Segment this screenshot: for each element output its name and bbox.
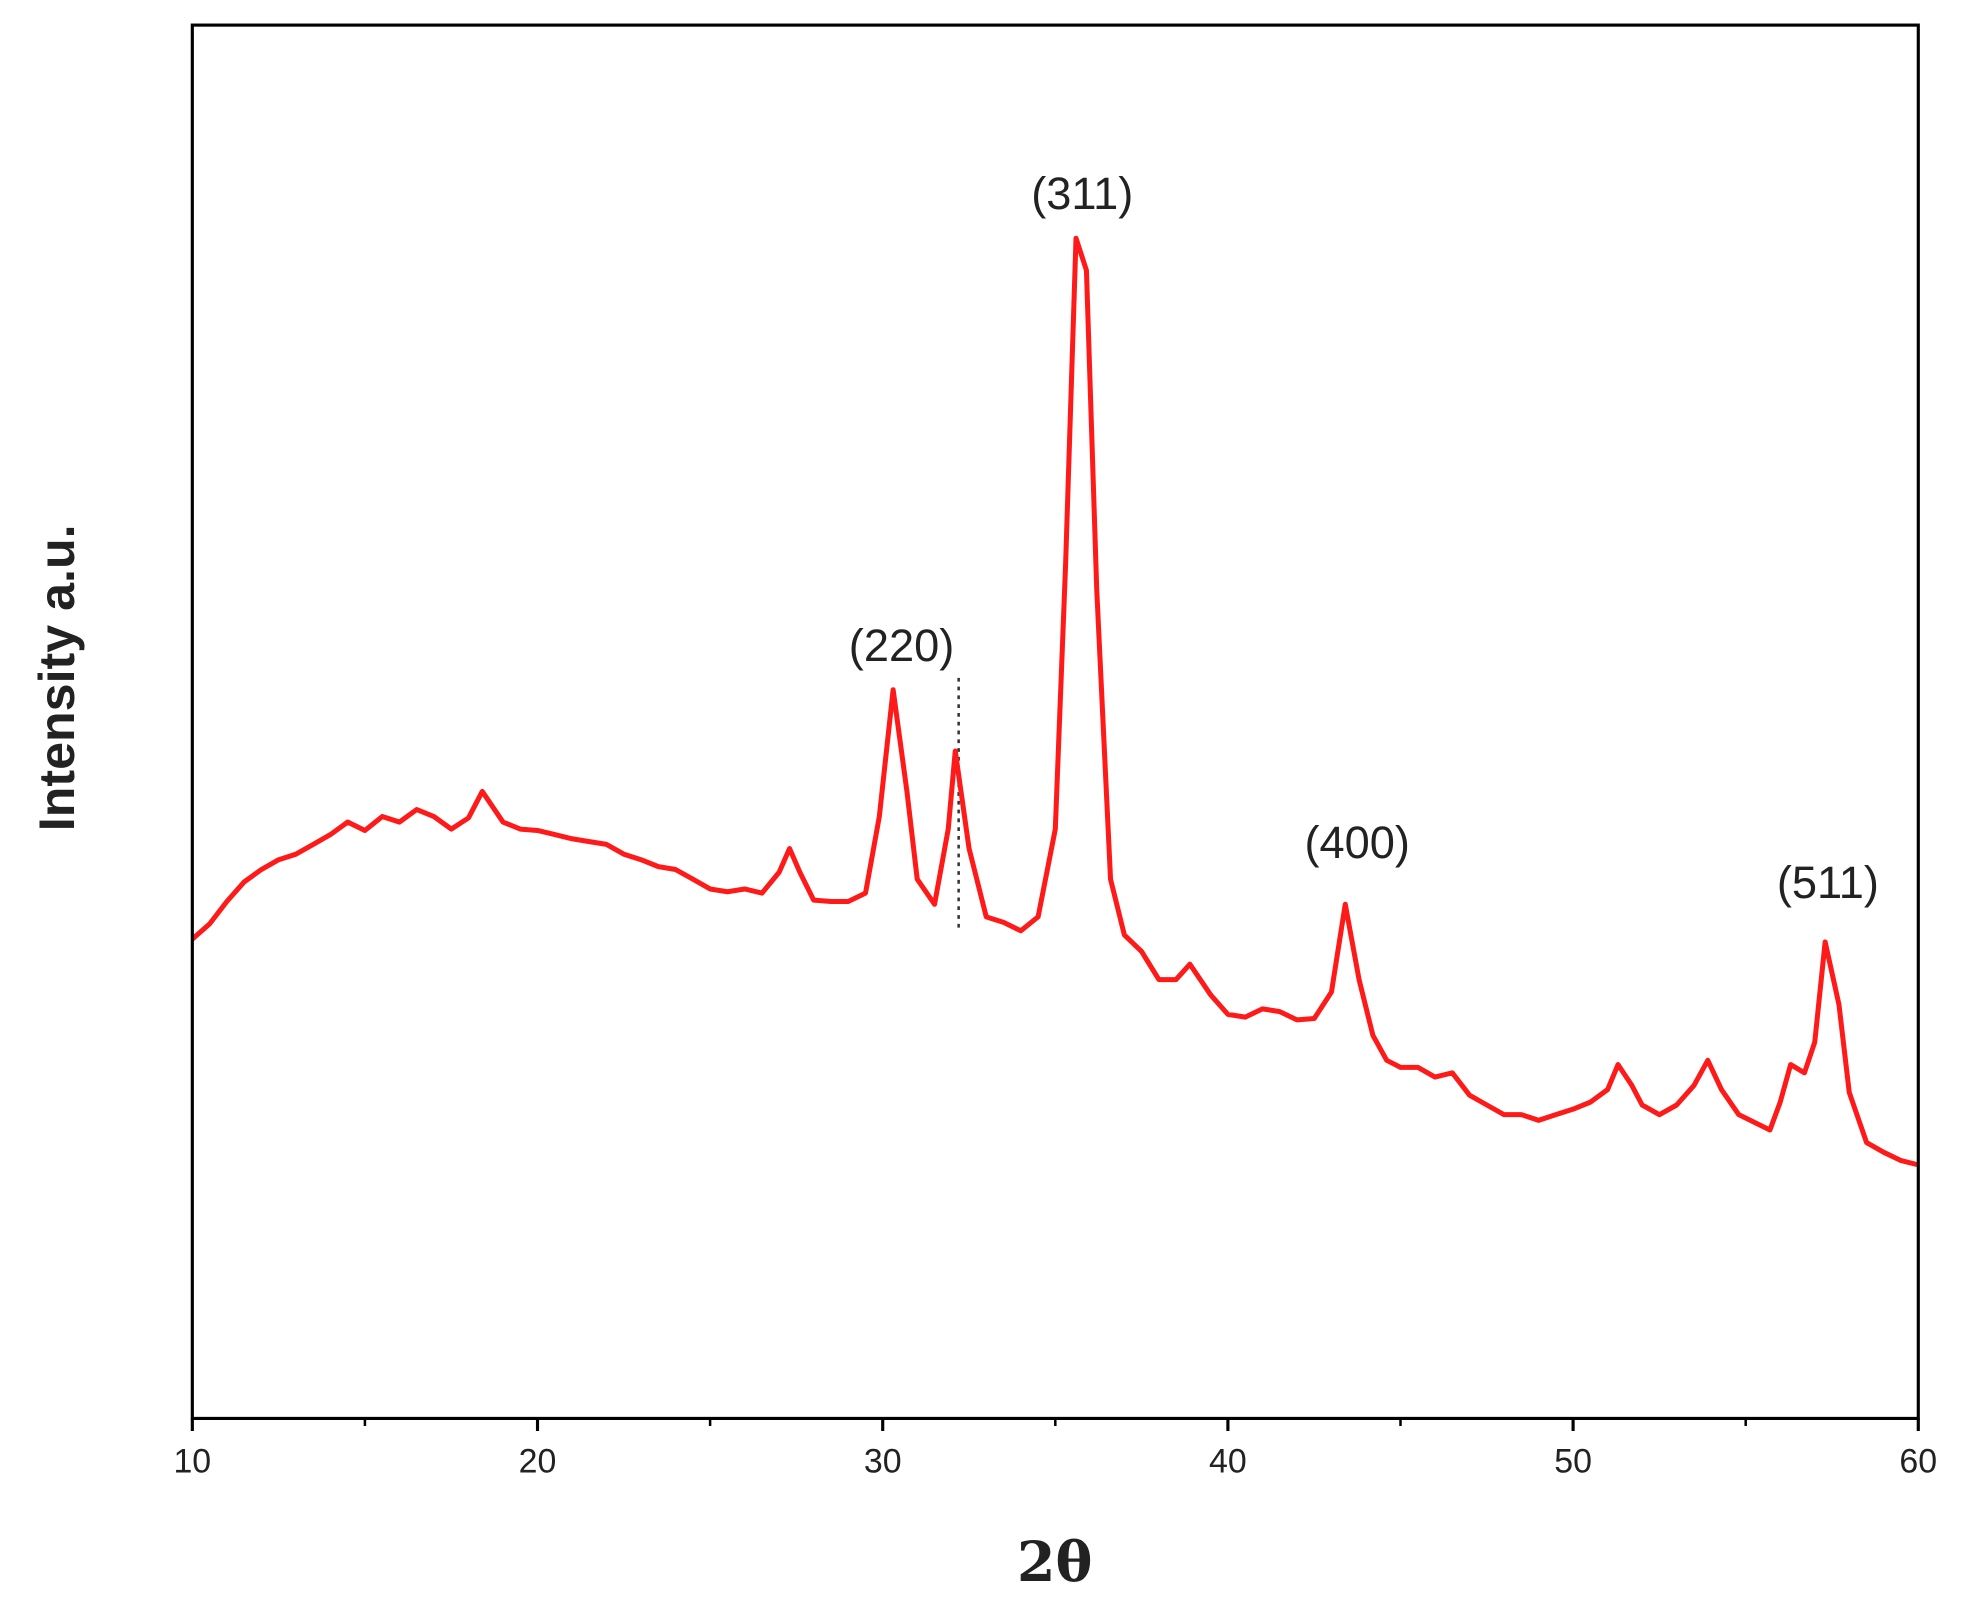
x-tick-label: 50: [1554, 1443, 1592, 1481]
y-axis-label: Intensity a.u.: [29, 524, 85, 831]
data-line: [190, 235, 1919, 1168]
peak-annotation: (400): [1304, 817, 1409, 868]
peak-annotation: (511): [1777, 857, 1879, 908]
x-tick-label: 60: [1899, 1443, 1937, 1481]
x-axis-label: 2θ: [1017, 1530, 1092, 1595]
peak-annotation: (220): [849, 620, 954, 671]
plot-frame: [190, 23, 1920, 1421]
x-tick-label: 10: [173, 1443, 211, 1481]
x-tick-label: 30: [864, 1443, 902, 1481]
peak-annotation: (311): [1031, 168, 1133, 219]
x-tick-label: 40: [1209, 1443, 1247, 1481]
x-tick-label: 20: [519, 1443, 557, 1481]
